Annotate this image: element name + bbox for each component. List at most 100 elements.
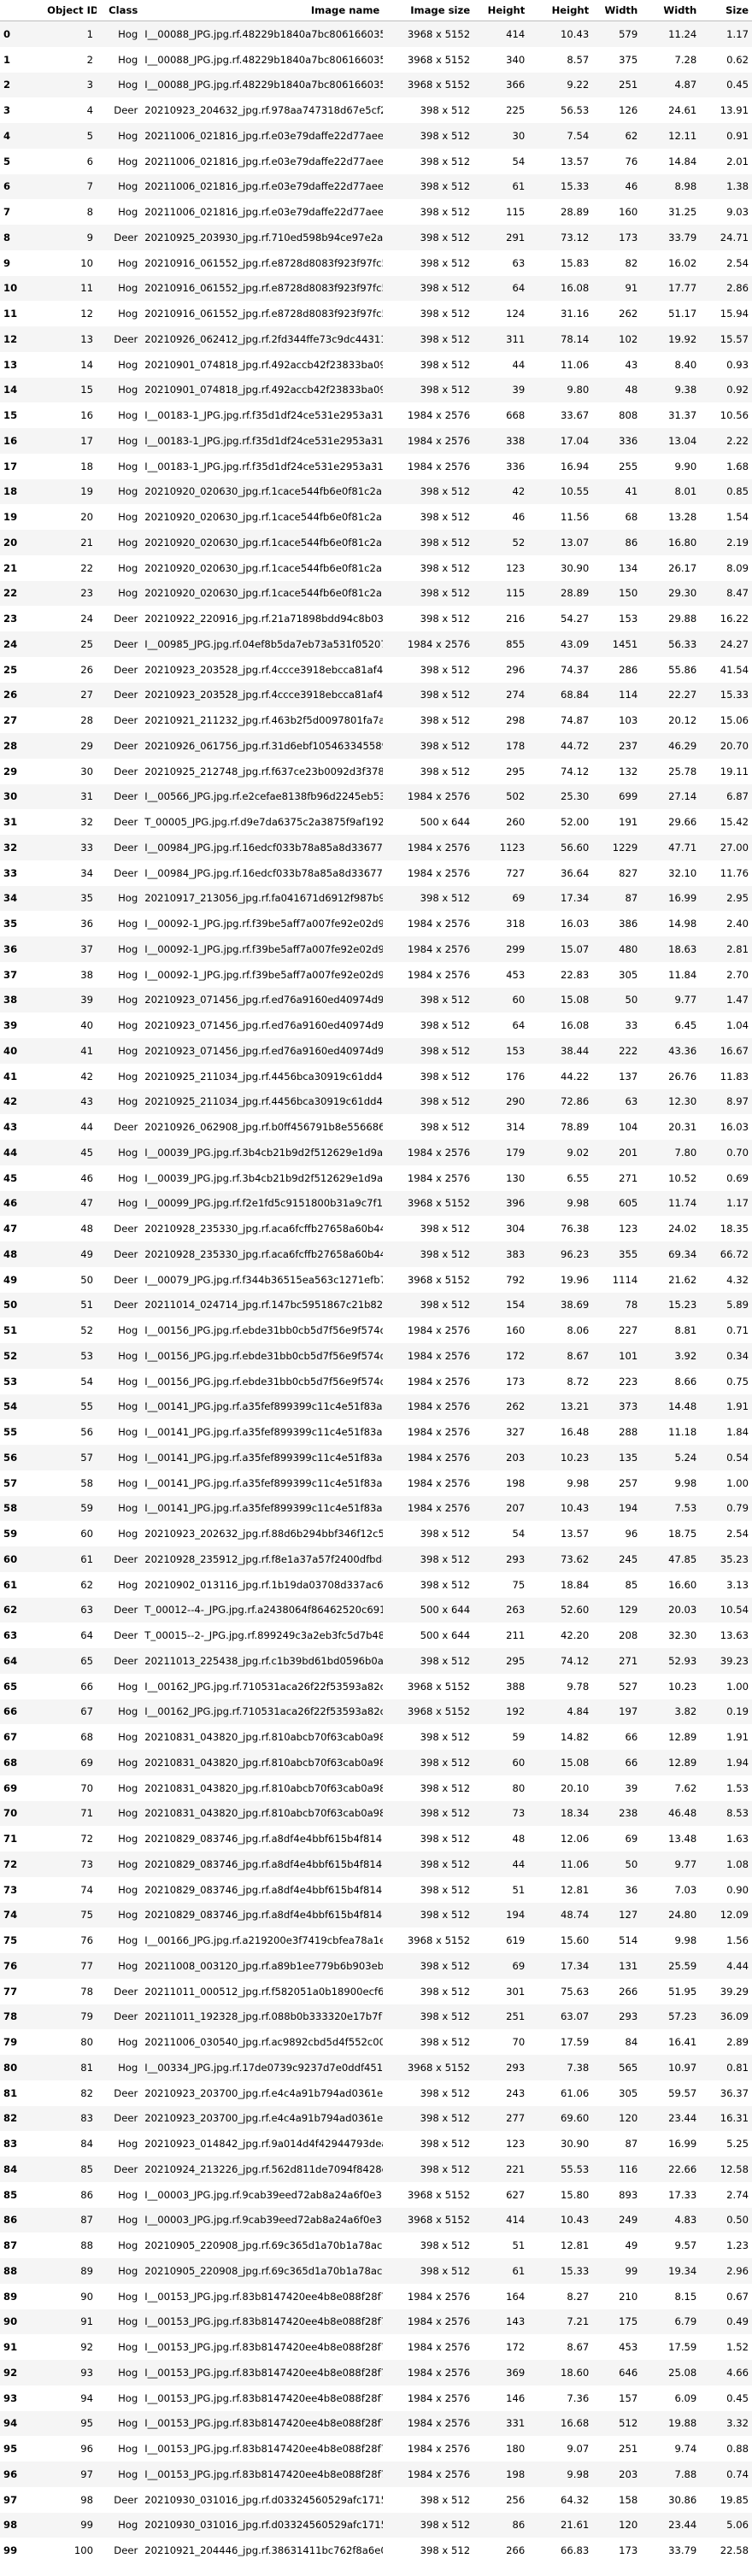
table-cell: 1984 x 2576 bbox=[407, 1502, 471, 1515]
column-header: Size bbox=[700, 0, 752, 21]
table-cell: 6 bbox=[86, 155, 93, 167]
table-cell: 15.07 bbox=[561, 942, 590, 955]
table-cell: 18.84 bbox=[561, 1578, 590, 1591]
table-cell: I__00003_JPG.jpg.rf.9cab39eed72ab8a24a6f… bbox=[144, 2214, 383, 2227]
table-cell: 99 bbox=[625, 2264, 638, 2277]
table-cell: 77 bbox=[80, 1959, 93, 1972]
table-cell: 73 bbox=[80, 1857, 93, 1870]
table-cell: 30 bbox=[512, 129, 526, 142]
table-cell: 61 bbox=[512, 180, 526, 193]
table-cell: 398 x 512 bbox=[420, 2264, 471, 2277]
table-cell: 30 bbox=[80, 765, 93, 777]
table-cell: 20211006_030540_jpg.rf.ac9892cbd5d4f552c… bbox=[144, 2036, 384, 2049]
table-cell: 115 bbox=[506, 206, 526, 219]
table-cell: 0.88 bbox=[726, 2443, 749, 2456]
row-index: 58 bbox=[3, 1502, 18, 1515]
table-cell: 103 bbox=[619, 714, 638, 727]
table-row: 58 59 Hog I__00141_JPG.jpg.rf.a35fef899399c… bbox=[0, 1495, 752, 1522]
table-cell: 398 x 512 bbox=[420, 308, 471, 320]
table-cell: 222 bbox=[619, 1044, 638, 1057]
table-cell: 398 x 512 bbox=[420, 256, 471, 269]
table-cell: 5.24 bbox=[674, 1451, 697, 1464]
table-cell: Deer bbox=[114, 866, 138, 879]
table-cell: 1.54 bbox=[726, 511, 749, 524]
table-cell: 20210925_211034_jpg.rf.4456bca30919c61dd… bbox=[144, 1070, 383, 1083]
table-cell: 32.10 bbox=[668, 866, 697, 879]
table-cell: 9 bbox=[86, 231, 93, 244]
table-cell: 46 bbox=[512, 511, 526, 524]
table-cell: Hog bbox=[118, 2036, 138, 2049]
table-cell: 35 bbox=[80, 892, 93, 905]
table-cell: 36.64 bbox=[561, 866, 590, 879]
row-index: 86 bbox=[3, 2214, 18, 2227]
table-cell: 286 bbox=[619, 663, 638, 676]
table-cell: 207 bbox=[506, 1502, 526, 1515]
table-cell: 2.22 bbox=[726, 434, 749, 447]
table-cell: Hog bbox=[118, 2417, 138, 2430]
table-cell: 8.27 bbox=[567, 2290, 590, 2303]
table-cell: Hog bbox=[118, 2443, 138, 2456]
table-cell: Hog bbox=[118, 2315, 138, 2328]
table-cell: 1984 x 2576 bbox=[407, 2366, 471, 2379]
table-cell: Hog bbox=[118, 1781, 138, 1794]
table-cell: Hog bbox=[118, 155, 138, 167]
table-cell: Hog bbox=[118, 2290, 138, 2303]
table-cell: 398 x 512 bbox=[420, 104, 471, 117]
header-row: Object ID Class Image name Image size Height… bbox=[0, 0, 752, 21]
table-cell: 16.67 bbox=[720, 1044, 749, 1057]
table-cell: Hog bbox=[118, 2366, 138, 2379]
table-cell: 20210926_062908_jpg.rf.b0ff456791b8e5566… bbox=[144, 1121, 384, 1134]
table-cell: 172 bbox=[506, 2341, 526, 2354]
table-cell: 0.45 bbox=[726, 2391, 749, 2404]
table-cell: 9.98 bbox=[567, 2467, 590, 2480]
table-cell: 398 x 512 bbox=[420, 689, 471, 701]
table-cell: Deer bbox=[114, 1273, 138, 1286]
table-cell: I__00183-1_JPG.jpg.rf.f35d1df24ce531e295… bbox=[144, 460, 384, 472]
table-cell: 55.86 bbox=[668, 663, 697, 676]
table-cell: 54.27 bbox=[561, 613, 590, 625]
table-cell: 31.37 bbox=[668, 409, 697, 422]
table-cell: 262 bbox=[619, 308, 638, 320]
table-cell: 2 bbox=[86, 53, 93, 66]
table-cell: 1.52 bbox=[726, 2341, 749, 2354]
table-cell: 15.60 bbox=[561, 1934, 590, 1947]
table-cell: 211 bbox=[506, 1629, 526, 1642]
table-cell: 7.38 bbox=[567, 2061, 590, 2074]
table-cell: 80 bbox=[512, 1781, 526, 1794]
table-cell: 1984 x 2576 bbox=[407, 1324, 471, 1337]
table-cell: 11.06 bbox=[561, 1857, 590, 1870]
table-cell: Hog bbox=[118, 206, 138, 219]
table-cell: 398 x 512 bbox=[420, 1857, 471, 1870]
table-cell: 1.68 bbox=[726, 460, 749, 472]
table-cell: 296 bbox=[506, 663, 526, 676]
table-cell: Deer bbox=[114, 689, 138, 701]
table-row: 81 82 Deer 20210923_203700_jpg.rf.e4c4a91b7… bbox=[0, 2080, 752, 2106]
table-cell: Hog bbox=[118, 1756, 138, 1769]
table-cell: 398 x 512 bbox=[420, 155, 471, 167]
table-cell: 20211011_192328_jpg.rf.088b0b333320e17b7… bbox=[144, 2010, 383, 2023]
table-row: 63 64 Deer T_00015--2-_JPG.jpg.rf.899249c3a… bbox=[0, 1622, 752, 1648]
table-cell: 51 bbox=[512, 1883, 526, 1896]
table-cell: 66.72 bbox=[720, 1247, 749, 1260]
column-header: Class bbox=[96, 0, 142, 21]
table-cell: 46.29 bbox=[668, 739, 697, 752]
column-header: Width bbox=[592, 0, 642, 21]
table-cell: 1984 x 2576 bbox=[407, 918, 471, 930]
table-cell: Deer bbox=[114, 332, 138, 345]
table-cell: I__00141_JPG.jpg.rf.a35fef899399c11c4e51… bbox=[144, 1476, 384, 1489]
table-cell: 96 bbox=[80, 2443, 93, 2456]
table-cell: 123 bbox=[506, 2138, 526, 2151]
table-cell: 16.41 bbox=[668, 2036, 697, 2049]
table-cell: 56.53 bbox=[561, 104, 590, 117]
table-cell: 25.08 bbox=[668, 2366, 697, 2379]
table-cell: 47.71 bbox=[668, 841, 697, 854]
table-cell: 66.83 bbox=[561, 2544, 590, 2557]
table-cell: 44.22 bbox=[561, 1070, 590, 1083]
table-cell: 340 bbox=[506, 53, 526, 66]
table-cell: 527 bbox=[619, 1680, 638, 1693]
table-cell: 3968 x 5152 bbox=[407, 1680, 471, 1693]
table-cell: 87 bbox=[625, 2138, 638, 2151]
table-cell: 338 bbox=[506, 434, 526, 447]
table-cell: 120 bbox=[619, 2112, 638, 2125]
table-cell: Hog bbox=[118, 27, 138, 40]
